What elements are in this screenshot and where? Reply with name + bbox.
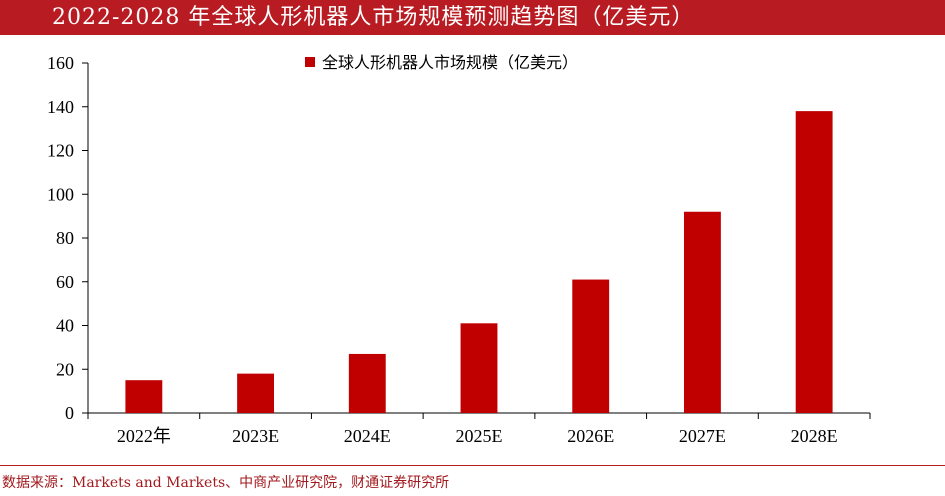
y-tick-label: 120: [47, 141, 74, 161]
footer-divider: [0, 465, 945, 466]
y-tick-label: 80: [56, 228, 74, 248]
bar: [572, 279, 610, 413]
x-tick-label: 2024E: [344, 426, 391, 446]
bar: [460, 323, 498, 413]
legend-swatch: [305, 57, 315, 67]
y-tick-label: 160: [47, 53, 74, 73]
chart-legend: 全球人形机器人市场规模（亿美元）: [305, 53, 578, 72]
x-tick-label: 2028E: [791, 426, 838, 446]
bar-chart: 全球人形机器人市场规模（亿美元） 0 20 40 60 80 100 120 140 160 2…: [47, 53, 871, 446]
legend-label: 全球人形机器人市场规模（亿美元）: [322, 53, 578, 72]
y-tick-label: 0: [65, 403, 74, 423]
x-axis: 2022年 2023E 2024E 2025E 2026E 2027E 2028E: [87, 412, 871, 446]
bar: [683, 211, 721, 413]
bar: [125, 380, 163, 413]
x-tick-label: 2027E: [679, 426, 726, 446]
y-tick-label: 100: [47, 184, 74, 204]
x-tick-label: 2025E: [456, 426, 503, 446]
bar: [795, 111, 833, 413]
x-tick-label: 2022年: [117, 426, 171, 446]
bar-series: [125, 111, 833, 413]
title-bar: 2022-2028 年全球人形机器人市场规模预测趋势图（亿美元）: [0, 0, 945, 35]
bar: [237, 373, 275, 413]
y-tick-label: 140: [47, 97, 74, 117]
x-tick-label: 2026E: [567, 426, 614, 446]
y-tick-label: 20: [56, 359, 74, 379]
x-tick-label: 2023E: [232, 426, 279, 446]
y-tick-label: 40: [56, 316, 74, 336]
page-title: 2022-2028 年全球人形机器人市场规模预测趋势图（亿美元）: [52, 5, 695, 30]
source-note: 数据来源：Markets and Markets、中商产业研究院，财通证券研究所: [2, 475, 450, 491]
y-tick-label: 60: [56, 272, 74, 292]
y-axis: 0 20 40 60 80 100 120 140 160: [47, 53, 89, 423]
bar: [348, 353, 386, 413]
